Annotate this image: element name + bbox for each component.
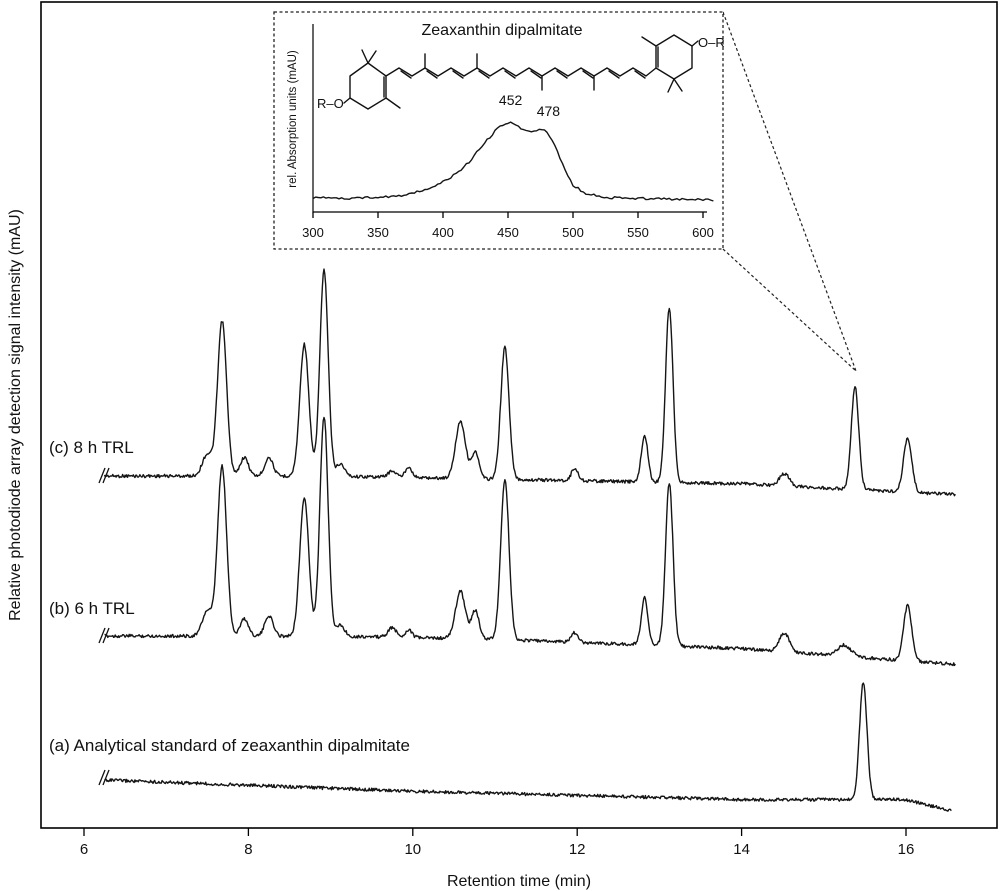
peak-label-478: 478 [537, 103, 561, 119]
inset-x-tick-label: 300 [302, 225, 324, 240]
trace-label-b: (b) 6 h TRL [49, 599, 135, 618]
inset-x-tick-label: 400 [432, 225, 454, 240]
y-axis-label: Relative photodiode array detection sign… [7, 209, 24, 621]
right-ring-methyl [641, 36, 657, 47]
inset-absorption-spectrum [312, 121, 714, 202]
right-substituent: O–R [698, 35, 725, 50]
axis-break-mark-b [98, 627, 110, 644]
x-tick-label: 6 [80, 841, 88, 858]
left-ring-gem-methyl-b [367, 50, 377, 64]
inset-x-tick-label: 550 [627, 225, 649, 240]
x-tick-label: 12 [569, 841, 586, 858]
inset-box [273, 11, 724, 250]
polyene-double-bonds-upper [400, 70, 412, 79]
trace-b-6h-trl [104, 416, 956, 667]
inset-spectrum: Zeaxanthin dipalmitate rel. Absorption u… [273, 11, 725, 250]
axis-break-mark-a [98, 769, 110, 786]
left-ring-methyl [385, 97, 401, 109]
right-ring-oxygen-bond [691, 40, 699, 47]
x-axis-label: Retention time (min) [447, 873, 591, 890]
inset-y-axis-label: rel. Absorption units (mAU) [287, 50, 299, 188]
inset-connector-bottom [722, 248, 857, 372]
x-axis-ticks [83, 828, 907, 836]
right-ring-gem-methyl-a [667, 78, 675, 93]
left-substituent: R–O [317, 96, 344, 111]
inset-x-tick-label: 450 [497, 225, 519, 240]
trace-label-c: (c) 8 h TRL [49, 438, 134, 457]
inset-x-tick-labels: 300 350 400 450 500 550 600 [302, 225, 714, 240]
trace-c-8h-trl [103, 268, 956, 497]
left-ring-gem-methyl-a [361, 49, 369, 64]
right-ring-gem-methyl-b [673, 78, 683, 92]
peak-label-452: 452 [499, 92, 523, 108]
left-ring-oxygen-bond [343, 97, 351, 104]
zeaxanthin-structure: R–O O–R [317, 34, 725, 111]
inset-x-tick-label: 350 [367, 225, 389, 240]
x-tick-label: 8 [244, 841, 252, 858]
x-tick-label: 10 [404, 841, 421, 858]
inset-x-ticks [312, 212, 704, 218]
inset-connector-top [722, 11, 857, 372]
plot-frame [40, 1, 998, 829]
trace-a-analytical-standard [104, 682, 952, 812]
x-axis-tick-labels: 6 8 10 12 14 16 [80, 841, 915, 858]
inset-x-tick-label: 500 [562, 225, 584, 240]
x-tick-label: 16 [898, 841, 915, 858]
inset-x-tick-label: 600 [692, 225, 714, 240]
polyene-chain [385, 67, 657, 77]
x-tick-label: 14 [733, 841, 750, 858]
axis-break-mark-c [98, 467, 110, 484]
inset-title: Zeaxanthin dipalmitate [422, 22, 583, 39]
trace-label-a: (a) Analytical standard of zeaxanthin di… [49, 736, 410, 755]
